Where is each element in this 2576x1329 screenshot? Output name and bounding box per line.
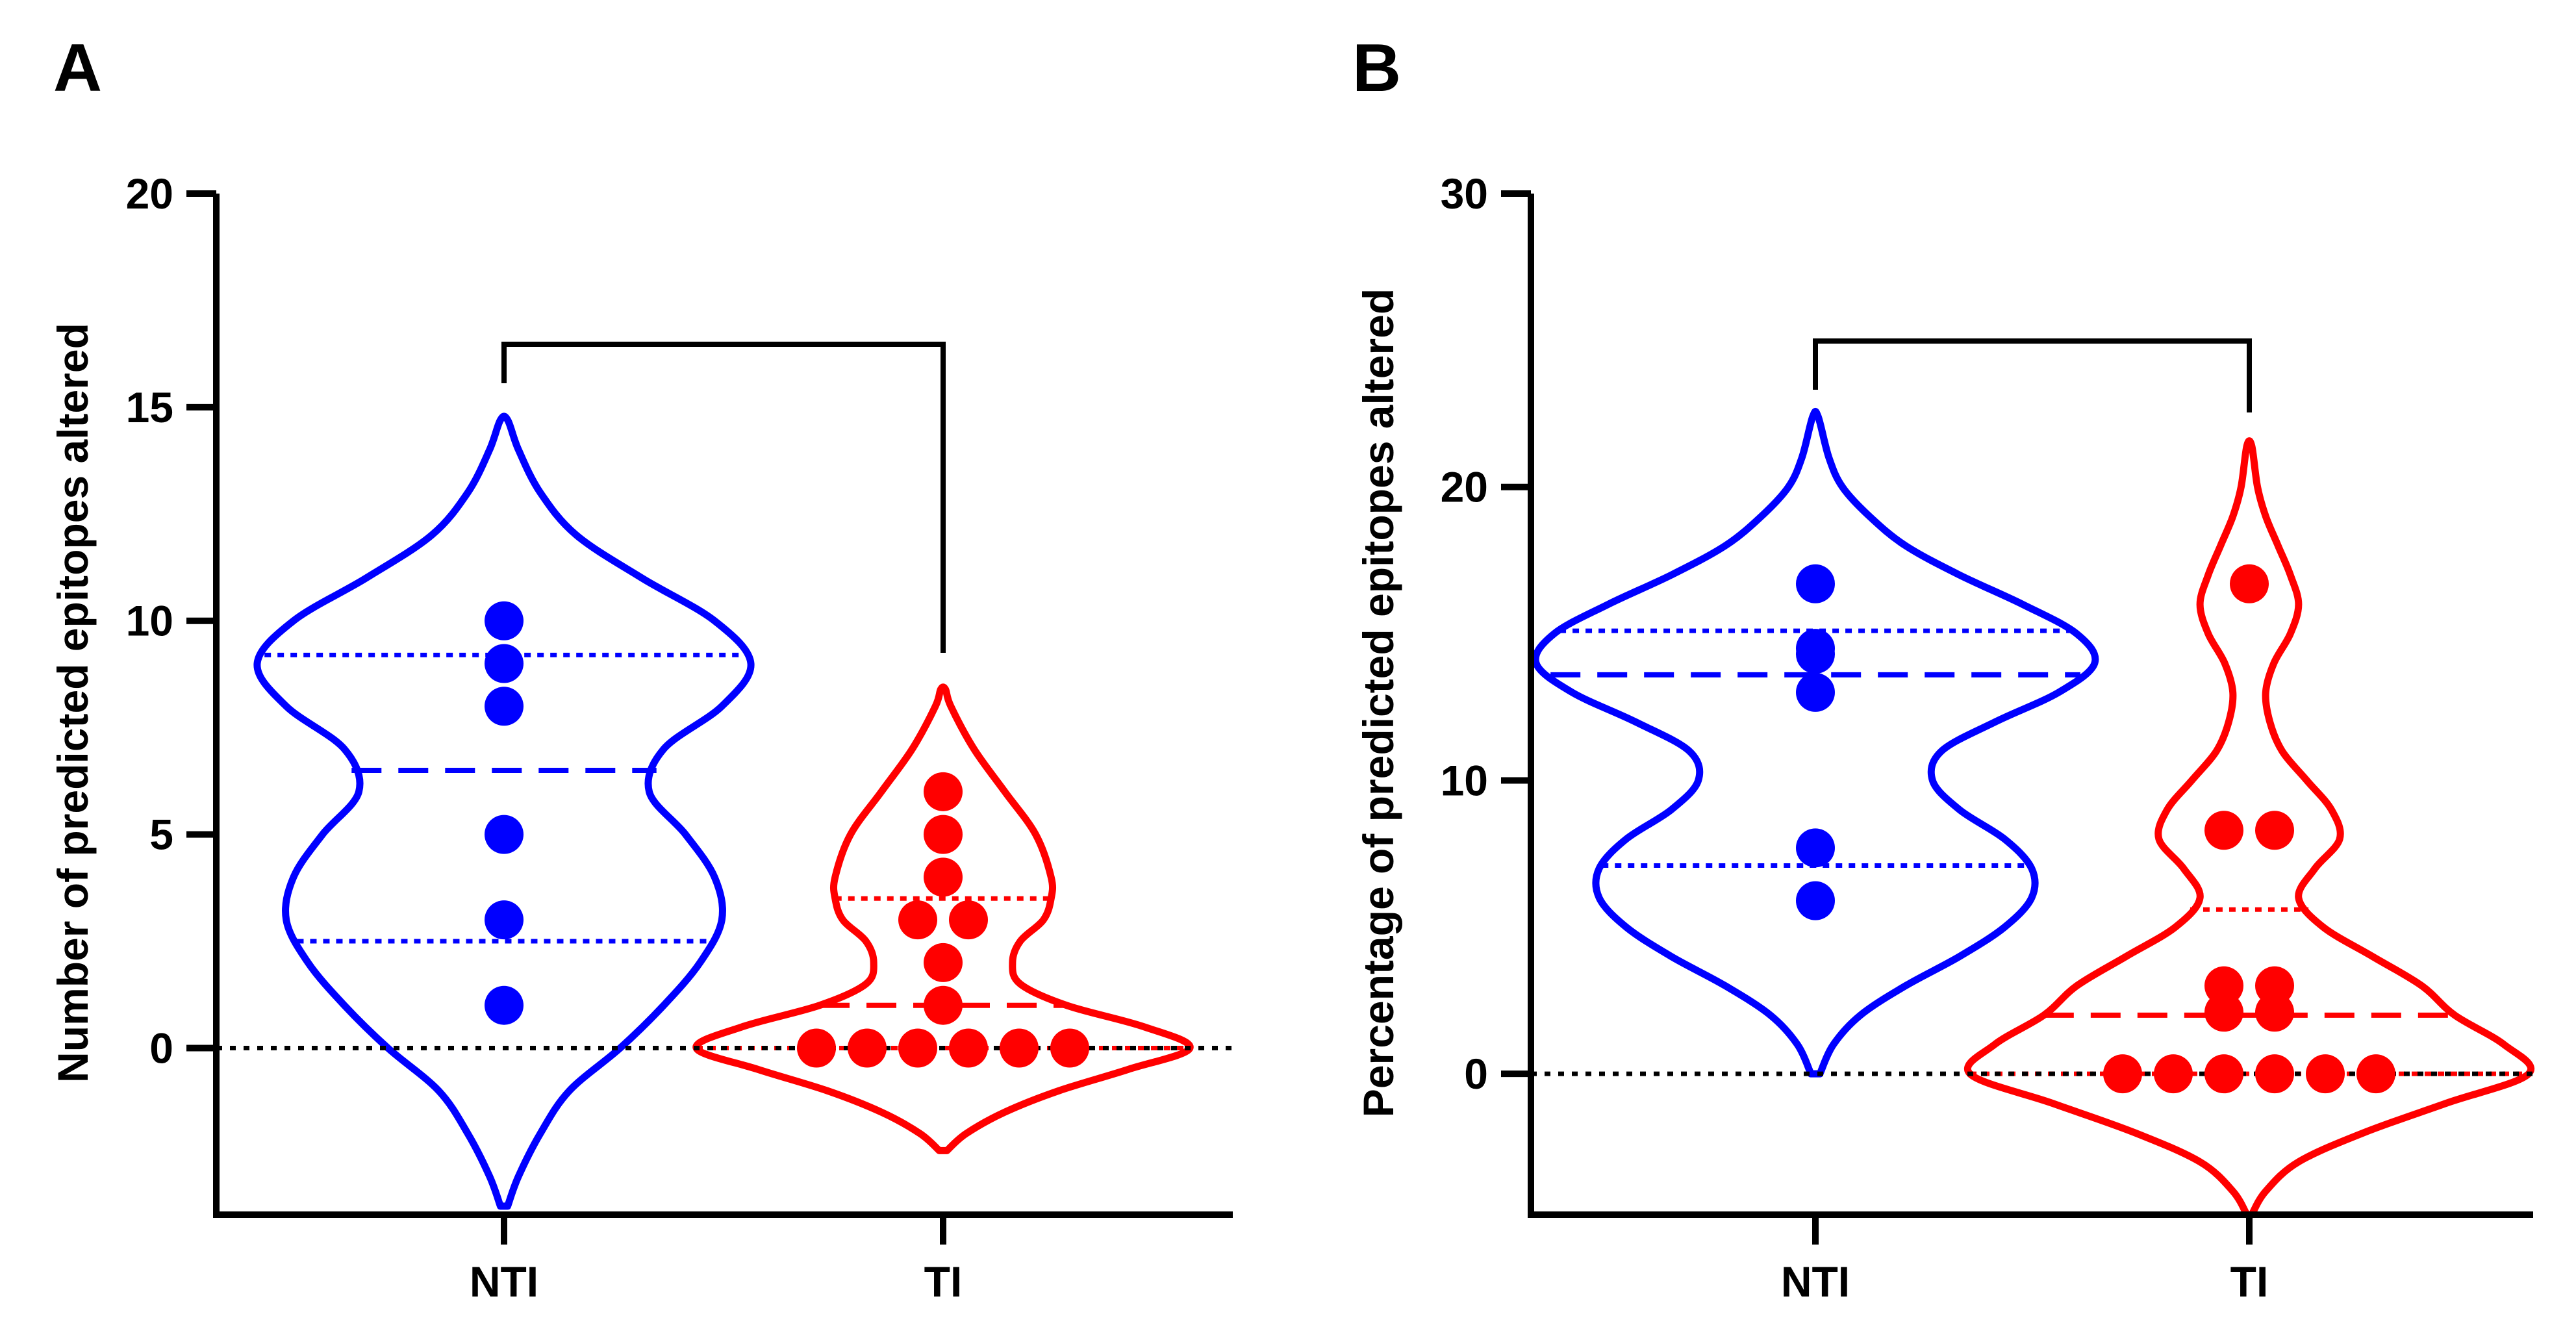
panel-b-violin-ti (1964, 437, 2535, 1219)
panel-b-x-ticks: NTI TI (1781, 1215, 2268, 1306)
panel-b-letter: B (1352, 31, 1401, 106)
panel-a-ti-data-point (898, 900, 937, 940)
panel-a-y-tick-label: 10 (126, 597, 173, 645)
panel-b-violin-nti (1532, 407, 2099, 1078)
panel-b-chart: B Percentage of predicted epitopes alter… (1352, 31, 2535, 1306)
panel-b-points (1796, 564, 2395, 1094)
panel-a-ti-data-point (924, 815, 963, 854)
panel-b-nti-data-point (1796, 881, 1835, 920)
panel-b-ti-data-point (2230, 564, 2269, 603)
panel-a-ti-data-point (949, 900, 988, 940)
panel-b-ti-data-point (2154, 1054, 2193, 1094)
panel-a-ti-data-point (848, 1028, 887, 1068)
panel-b-ti-data-point (2204, 993, 2243, 1032)
panel-b-significance-bracket (1813, 338, 2252, 412)
panel-b-nti-data-point (1796, 635, 1835, 674)
panel-a-violins (253, 412, 1194, 1210)
panel-b-y-tick-label: 10 (1441, 756, 1488, 804)
panel-b-ti-data-point (2103, 1054, 2142, 1094)
panel-a-letter: A (53, 31, 102, 106)
panel-a-nti-data-point (485, 900, 524, 940)
panel-b-ti-data-point (2356, 1054, 2395, 1094)
panel-b-nti-data-point (1796, 828, 1835, 868)
panel-a-nti-data-point (485, 985, 524, 1025)
panel-b-x-label-ti: TI (2230, 1258, 2269, 1306)
panel-b-ti-data-point (2255, 811, 2294, 850)
panel-b-nti-data-point (1796, 564, 1835, 603)
panel-b-x-label-nti: NTI (1781, 1258, 1850, 1306)
panel-a-y-tick-label: 5 (149, 811, 173, 859)
panel-a-ti-data-point (898, 1028, 937, 1068)
panel-a-nti-data-point (485, 601, 524, 640)
panel-a-ti-data-point (1000, 1028, 1039, 1068)
panel-a-ti-data-point (924, 772, 963, 811)
panel-b-ti-data-point (2255, 993, 2294, 1032)
panel-a-violin-ti (692, 683, 1194, 1154)
panel-a-x-ticks: NTI TI (470, 1215, 962, 1306)
panel-a-x-label-ti: TI (924, 1258, 963, 1306)
panel-a-violin-nti (253, 412, 755, 1210)
panel-a-nti-data-point (485, 687, 524, 726)
panel-a-points (485, 601, 1089, 1068)
panel-b-y-ticks: 0 10 20 30 (1441, 170, 1531, 1098)
panel-b-ti-data-point (2306, 1054, 2345, 1094)
panel-a-significance-bracket (501, 342, 946, 653)
panel-a-y-ticks: 0 5 10 15 20 (126, 170, 216, 1072)
panel-a-ti-data-point (924, 857, 963, 897)
panel-a-ti-data-point (797, 1028, 836, 1068)
panel-a-y-axis-title: Number of predicted epitopes altered (49, 323, 97, 1083)
panel-a-y-tick-label: 0 (149, 1024, 173, 1072)
panel-a-ti-data-point (949, 1028, 988, 1068)
panel-a-y-tick-label: 15 (126, 383, 173, 431)
panel-b-ti-data-point (2255, 1054, 2294, 1094)
panel-a-ti-data-point (1050, 1028, 1089, 1068)
panel-b-ti-data-point (2204, 1054, 2243, 1094)
panel-b-ti-data-point (2204, 811, 2243, 850)
panel-a-ti-data-point (924, 943, 963, 982)
panel-a-x-label-nti: NTI (470, 1258, 538, 1306)
panel-b-violins (1532, 407, 2535, 1219)
panel-b-y-axis-title: Percentage of predicted epitopes altered (1354, 288, 1402, 1117)
panel-b-nti-data-point (1796, 672, 1835, 712)
panel-a-ti-data-point (924, 985, 963, 1025)
panel-b-y-tick-label: 20 (1441, 463, 1488, 511)
panel-a-nti-data-point (485, 644, 524, 683)
panel-b-y-tick-label: 0 (1464, 1050, 1488, 1098)
panel-a-y-tick-label: 20 (126, 170, 173, 218)
panel-a-nti-data-point (485, 815, 524, 854)
panel-a-chart: A Number of predicted epitopes altered N… (49, 31, 1233, 1306)
panel-b-y-tick-label: 30 (1441, 170, 1488, 218)
